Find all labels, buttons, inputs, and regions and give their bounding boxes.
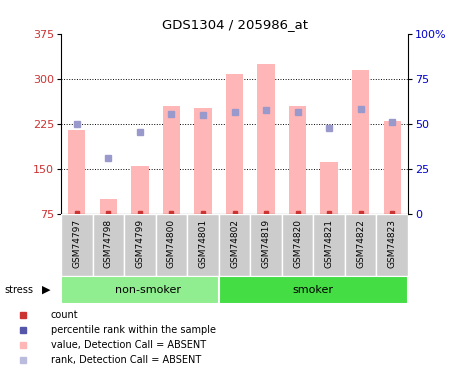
Bar [282,214,313,276]
Text: non-smoker: non-smoker [115,285,181,295]
Bar [99,199,117,214]
Bar [61,276,219,304]
Text: GSM74797: GSM74797 [72,219,81,268]
Text: GSM74801: GSM74801 [198,219,207,268]
Text: count: count [51,310,78,320]
Bar [61,214,92,276]
Bar [226,74,243,214]
Title: GDS1304 / 205986_at: GDS1304 / 205986_at [161,18,308,31]
Text: GSM74820: GSM74820 [293,219,302,268]
Text: stress: stress [5,285,34,295]
Bar [92,214,124,276]
Bar [320,162,338,214]
Text: GSM74822: GSM74822 [356,219,365,268]
Text: ▶: ▶ [42,285,51,295]
Text: rank, Detection Call = ABSENT: rank, Detection Call = ABSENT [51,355,201,365]
Bar [257,64,275,214]
Bar [289,106,306,214]
Text: GSM74821: GSM74821 [325,219,333,268]
Bar [163,106,180,214]
Bar [313,214,345,276]
Bar [384,121,401,214]
Bar [219,276,408,304]
Bar [187,214,219,276]
Text: GSM74823: GSM74823 [388,219,397,268]
Text: GSM74802: GSM74802 [230,219,239,268]
Bar [352,70,370,214]
Text: GSM74819: GSM74819 [262,219,271,268]
Bar [250,214,282,276]
Bar [124,214,156,276]
Text: percentile rank within the sample: percentile rank within the sample [51,325,216,335]
Text: GSM74798: GSM74798 [104,219,113,268]
Bar [194,108,212,214]
Bar [68,130,85,214]
Text: GSM74800: GSM74800 [167,219,176,268]
Bar [219,214,250,276]
Bar [131,166,149,214]
Text: smoker: smoker [293,285,334,295]
Text: value, Detection Call = ABSENT: value, Detection Call = ABSENT [51,340,206,350]
Text: GSM74799: GSM74799 [136,219,144,268]
Bar [377,214,408,276]
Bar [345,214,377,276]
Bar [156,214,187,276]
